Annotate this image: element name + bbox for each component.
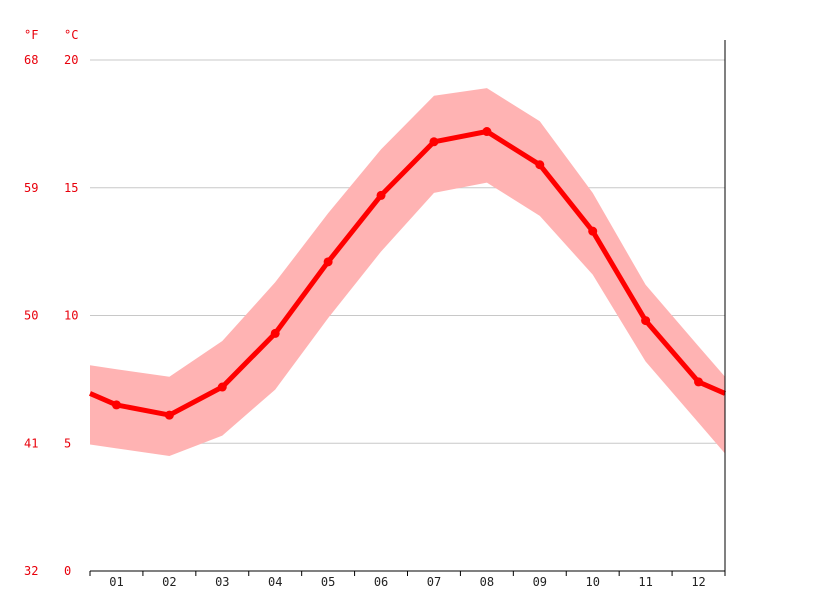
y-tick-label-fahrenheit: 32 (24, 564, 38, 578)
data-point (482, 127, 492, 137)
data-point (323, 257, 333, 267)
data-point (588, 226, 598, 236)
data-point (535, 160, 545, 170)
y-tick-label-celsius: 15 (64, 181, 78, 195)
y-tick-label-fahrenheit: 59 (24, 181, 38, 195)
data-points (111, 127, 704, 420)
x-tick-label: 06 (374, 575, 388, 589)
y-tick-label-celsius: 5 (64, 436, 71, 450)
x-tick-label: 04 (268, 575, 282, 589)
y-tick-label-fahrenheit: 68 (24, 53, 38, 67)
data-point (270, 328, 280, 338)
x-tick-label: 11 (638, 575, 652, 589)
data-point (217, 382, 227, 392)
x-tick-label: 02 (162, 575, 176, 589)
y-tick-label-celsius: 10 (64, 309, 78, 323)
x-tick-label: 03 (215, 575, 229, 589)
x-tick-label: 09 (533, 575, 547, 589)
data-point (111, 400, 121, 410)
y-tick-label-fahrenheit: 41 (24, 436, 38, 450)
y-tick-label-celsius: 20 (64, 53, 78, 67)
x-tick-label: 10 (585, 575, 599, 589)
data-point (376, 190, 386, 200)
temperature-range-band (90, 88, 725, 456)
unit-label-fahrenheit: °F (24, 28, 38, 42)
x-tick-label: 07 (427, 575, 441, 589)
data-point (164, 410, 174, 420)
y-tick-label-celsius: 0 (64, 564, 71, 578)
data-point (641, 316, 651, 326)
data-point (429, 137, 439, 147)
x-tick-label: 05 (321, 575, 335, 589)
axes (89, 40, 726, 576)
unit-label-celsius: °C (64, 28, 78, 42)
x-tick-label: 01 (109, 575, 123, 589)
y-tick-label-fahrenheit: 50 (24, 309, 38, 323)
x-tick-label: 08 (480, 575, 494, 589)
x-tick-label: 12 (691, 575, 705, 589)
data-point (694, 377, 704, 387)
mean-temperature-line (89, 129, 726, 418)
tick-labels: °F °C 32 0 41 5 50 10 59 15 68 20 01 02 03 04 05 06 07 08… (24, 28, 706, 589)
